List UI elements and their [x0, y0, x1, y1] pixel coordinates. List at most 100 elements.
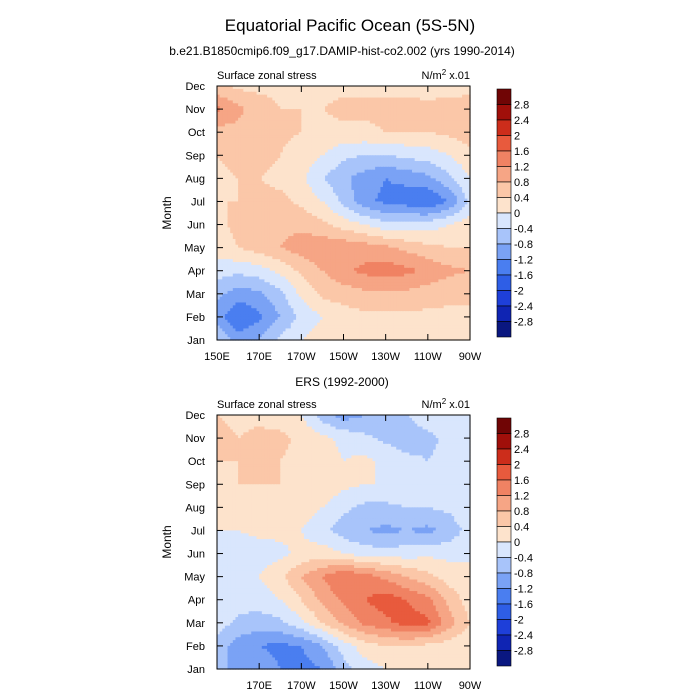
heatmap-cell [272, 100, 276, 104]
heatmap-cell [388, 88, 392, 93]
heatmap-cell [272, 149, 276, 153]
heatmap-cell [269, 91, 273, 96]
heatmap-cell [290, 91, 295, 96]
heatmap-cell [319, 94, 324, 99]
heatmap-cell [377, 146, 381, 151]
heatmap-cell [446, 137, 450, 142]
heatmap-cell [427, 132, 432, 136]
heatmap-cell [456, 106, 461, 110]
heatmap-cell [280, 97, 284, 102]
heatmap-cell [256, 158, 260, 162]
heatmap-cell [343, 117, 347, 122]
heatmap-cell [293, 109, 297, 113]
heatmap-cell [259, 86, 263, 90]
heatmap-cell [264, 132, 268, 136]
heatmap-cell [396, 86, 400, 90]
heatmap-cell [272, 106, 276, 110]
heatmap-cell [343, 146, 347, 151]
figure-title: Equatorial Pacific Ocean (5S-5N) [225, 16, 475, 35]
heatmap-cell [448, 111, 453, 116]
heatmap-cell [443, 132, 447, 136]
heatmap-cell [398, 97, 403, 102]
heatmap-cell [456, 152, 461, 156]
heatmap-cell [301, 149, 305, 153]
heatmap-cell [435, 155, 439, 159]
heatmap-cell [422, 100, 426, 104]
heatmap-cell [332, 94, 337, 99]
heatmap-cell [361, 158, 366, 162]
heatmap-cell [277, 129, 281, 133]
heatmap-cell [433, 114, 437, 119]
heatmap-cell [441, 100, 445, 104]
figure-subtitle: b.e21.B1850cmip6.f09_g17.DAMIP-hist-co2.… [169, 44, 515, 58]
heatmap-cell [443, 140, 447, 145]
heatmap-cell [425, 155, 429, 159]
heatmap-cell [217, 158, 221, 162]
heatmap-cell [354, 109, 358, 113]
heatmap-cell [340, 94, 345, 99]
heatmap-cell [430, 140, 434, 145]
heatmap-cell [354, 97, 358, 102]
heatmap-cell [224, 94, 229, 99]
heatmap-cell [256, 143, 260, 148]
heatmap-cell [396, 132, 400, 136]
heatmap-cell [414, 149, 418, 153]
heatmap-cell [338, 106, 342, 110]
heatmap-cell [261, 132, 266, 136]
heatmap-cell [354, 137, 358, 142]
heatmap-cell [290, 94, 295, 99]
heatmap-cell [277, 109, 281, 113]
heatmap-cell [383, 135, 387, 139]
heatmap-cell [409, 126, 413, 130]
heatmap-cell [414, 158, 418, 162]
heatmap-cell [401, 126, 405, 130]
heatmap-cell [356, 120, 360, 125]
heatmap-cell [251, 86, 255, 90]
heatmap-cell [419, 106, 424, 110]
heatmap-cell [343, 149, 347, 153]
heatmap-cell [293, 111, 297, 116]
heatmap-cell [396, 155, 400, 159]
heatmap-cell [425, 143, 429, 148]
heatmap-cell [269, 106, 273, 110]
heatmap-cell [272, 137, 276, 142]
heatmap-cell [359, 137, 363, 142]
heatmap-cell [243, 100, 247, 104]
heatmap-cell [245, 117, 250, 122]
heatmap-cell [393, 97, 397, 102]
heatmap-cell [293, 158, 297, 162]
heatmap-cell [388, 135, 392, 139]
heatmap-cell [464, 137, 468, 142]
heatmap-cell [354, 129, 358, 133]
heatmap-cell [343, 158, 347, 162]
heatmap-cell [301, 140, 305, 145]
heatmap-cell [311, 117, 316, 122]
heatmap-cell [325, 135, 329, 139]
heatmap-cell [282, 91, 287, 96]
heatmap-cell [383, 137, 387, 142]
heatmap-cell [285, 146, 289, 151]
heatmap-cell [417, 135, 421, 139]
heatmap-cell [438, 140, 442, 145]
heatmap-cell [435, 94, 439, 99]
heatmap-cell [277, 158, 281, 162]
heatmap-cell [448, 135, 453, 139]
heatmap-cell [319, 143, 324, 148]
heatmap-cell [401, 106, 405, 110]
heatmap-cell [404, 100, 408, 104]
heatmap-cell [467, 114, 471, 119]
heatmap-cell [253, 100, 258, 104]
heatmap-cell [438, 94, 442, 99]
heatmap-cell [372, 97, 376, 102]
heatmap-cell [385, 132, 389, 136]
heatmap-cell [298, 137, 302, 142]
heatmap-cell [359, 126, 363, 130]
heatmap-cell [451, 111, 455, 116]
heatmap-cell [222, 135, 226, 139]
heatmap-cell [425, 106, 429, 110]
heatmap-cell [401, 88, 405, 93]
heatmap-cell [438, 137, 442, 142]
heatmap-cell [235, 140, 239, 145]
heatmap-cell [346, 120, 350, 125]
heatmap-cell [417, 132, 421, 136]
